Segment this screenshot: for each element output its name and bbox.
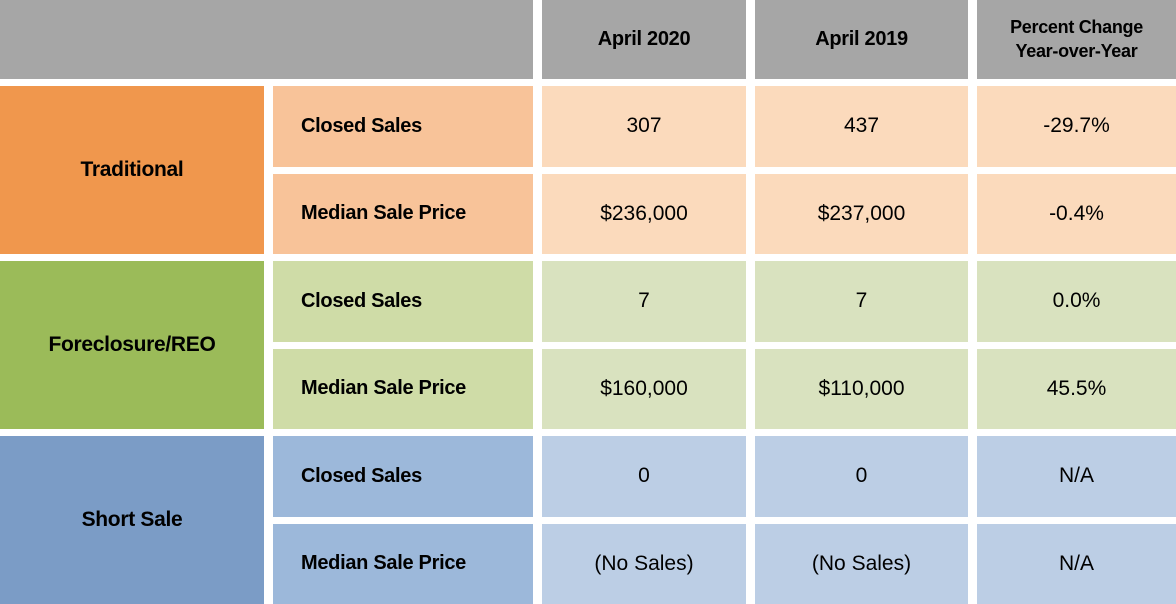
value-cell: 0.0% [977, 261, 1176, 342]
value-cell: 7 [755, 261, 968, 342]
metric-cell-traditional-median-sale-price: Median Sale Price [273, 173, 533, 254]
percent-change-line1: Percent Change [1010, 17, 1143, 38]
percent-change-line2: Year-over-Year [1015, 40, 1138, 61]
value-cell: 307 [542, 86, 746, 167]
category-cell-short-sale: Short Sale [0, 436, 264, 604]
value-cell: (No Sales) [755, 523, 968, 604]
value-cell: 0 [755, 436, 968, 517]
value-cell: 45.5% [977, 348, 1176, 429]
value-cell: 0 [542, 436, 746, 517]
value-cell: $236,000 [542, 173, 746, 254]
metric-cell-short-sale-closed-sales: Closed Sales [273, 436, 533, 517]
column-header-percent-change: Percent Change Year-over-Year [977, 0, 1176, 79]
metric-cell-foreclosure-median-sale-price: Median Sale Price [273, 348, 533, 429]
value-cell: N/A [977, 523, 1176, 604]
category-cell-foreclosure-reo: Foreclosure/REO [0, 261, 264, 429]
header-spacer-cell [0, 0, 533, 79]
value-cell: -29.7% [977, 86, 1176, 167]
metric-cell-short-sale-median-sale-price: Median Sale Price [273, 523, 533, 604]
category-cell-traditional: Traditional [0, 86, 264, 254]
value-cell: $110,000 [755, 348, 968, 429]
value-cell: 437 [755, 86, 968, 167]
column-header-april-2019: April 2019 [755, 0, 968, 79]
column-header-april-2020: April 2020 [542, 0, 746, 79]
metric-cell-foreclosure-closed-sales: Closed Sales [273, 261, 533, 342]
value-cell: (No Sales) [542, 523, 746, 604]
value-cell: 7 [542, 261, 746, 342]
metric-cell-traditional-closed-sales: Closed Sales [273, 86, 533, 167]
value-cell: $160,000 [542, 348, 746, 429]
value-cell: -0.4% [977, 173, 1176, 254]
value-cell: $237,000 [755, 173, 968, 254]
value-cell: N/A [977, 436, 1176, 517]
